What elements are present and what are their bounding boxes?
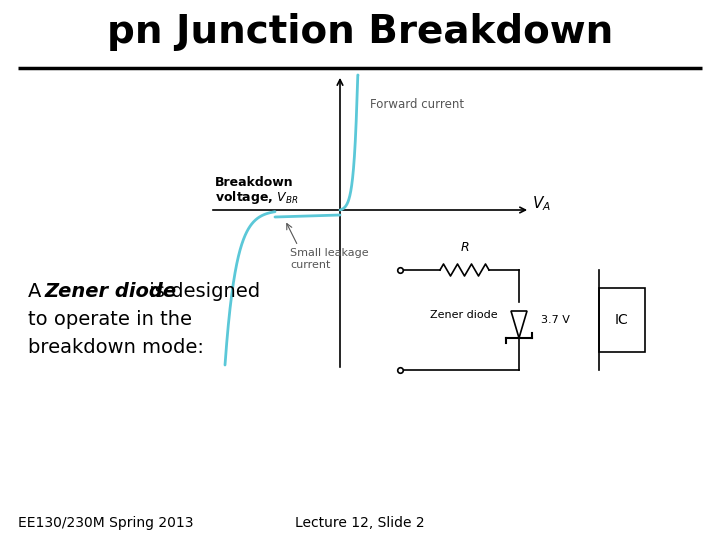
Text: Zener diode: Zener diode (430, 310, 498, 320)
Text: IC: IC (615, 313, 629, 327)
Text: pn Junction Breakdown: pn Junction Breakdown (107, 13, 613, 51)
Text: Zener diode: Zener diode (45, 282, 177, 301)
Bar (599, 288, 645, 352)
Text: Lecture 12, Slide 2: Lecture 12, Slide 2 (295, 516, 425, 530)
Text: 3.7 V: 3.7 V (541, 315, 570, 325)
Text: Small leakage
current: Small leakage current (290, 248, 369, 269)
Polygon shape (511, 311, 527, 338)
Text: A: A (28, 282, 48, 301)
Text: Breakdown: Breakdown (215, 176, 294, 188)
Text: is designed: is designed (143, 282, 260, 301)
Text: $V_A$: $V_A$ (532, 194, 551, 213)
Text: voltage, $V_{BR}$: voltage, $V_{BR}$ (215, 190, 299, 206)
Text: Forward current: Forward current (370, 98, 464, 111)
Text: to operate in the: to operate in the (28, 310, 192, 329)
Text: EE130/230M Spring 2013: EE130/230M Spring 2013 (18, 516, 194, 530)
Text: R: R (460, 241, 469, 254)
Text: breakdown mode:: breakdown mode: (28, 338, 204, 357)
